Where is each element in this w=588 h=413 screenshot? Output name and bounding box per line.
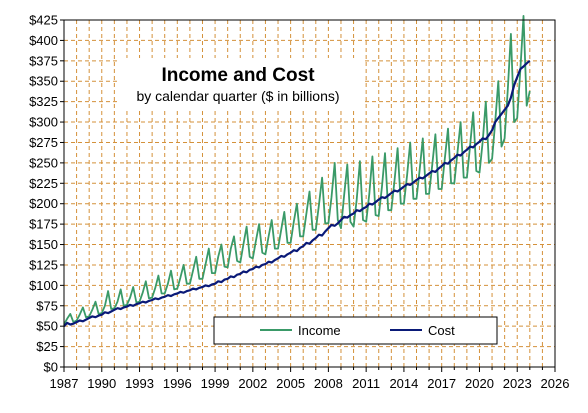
y-tick-label: $300 bbox=[29, 115, 58, 130]
y-tick-label: $75 bbox=[36, 298, 58, 313]
y-tick-label: $25 bbox=[36, 339, 58, 354]
x-tick-label: 2026 bbox=[541, 376, 570, 391]
series-line-income bbox=[63, 15, 531, 325]
legend: Income Cost bbox=[213, 316, 498, 345]
x-tick-label: 1987 bbox=[50, 376, 79, 391]
y-tick-label: $400 bbox=[29, 33, 58, 48]
title-box-background bbox=[118, 58, 362, 108]
y-tick-label: $425 bbox=[29, 13, 58, 28]
legend-label-income: Income bbox=[298, 323, 341, 338]
title-box: Income and Cost by calendar quarter ($ i… bbox=[118, 58, 362, 108]
y-tick-label: $250 bbox=[29, 155, 58, 170]
y-tick-label: $125 bbox=[29, 257, 58, 272]
y-axis-ticks: $0 $25 $50 $75 $100 $125 $150 $175 $200 $225 $250 $… bbox=[29, 13, 64, 375]
legend-label-cost: Cost bbox=[428, 323, 455, 338]
y-tick-label: $150 bbox=[29, 237, 58, 252]
x-tick-label: 2023 bbox=[503, 376, 532, 391]
x-tick-label: 1993 bbox=[125, 376, 154, 391]
x-tick-label: 1996 bbox=[163, 376, 192, 391]
x-tick-label: 2005 bbox=[276, 376, 305, 391]
y-tick-label: $0 bbox=[44, 360, 58, 375]
y-tick-label: $200 bbox=[29, 196, 58, 211]
series-line-cost bbox=[63, 59, 531, 327]
chart-subtitle: by calendar quarter ($ in billions) bbox=[136, 88, 339, 104]
y-tick-label: $275 bbox=[29, 135, 58, 150]
x-tick-label: 1999 bbox=[201, 376, 230, 391]
x-tick-label: 1990 bbox=[87, 376, 116, 391]
y-tick-label: $375 bbox=[29, 53, 58, 68]
x-tick-label: 2011 bbox=[352, 376, 380, 391]
x-tick-label: 2002 bbox=[238, 376, 267, 391]
chart-title: Income and Cost bbox=[161, 65, 315, 86]
y-tick-label: $175 bbox=[29, 217, 58, 232]
x-tick-label: 2020 bbox=[465, 376, 494, 391]
plot-border bbox=[63, 19, 556, 368]
y-tick-label: $325 bbox=[29, 94, 58, 109]
series-lines bbox=[63, 15, 531, 327]
x-axis-ticks: 1987 1990 1993 1996 1999 2002 2005 2008 2011 2014… bbox=[50, 367, 570, 391]
y-tick-label: $225 bbox=[29, 176, 58, 191]
y-tick-label: $350 bbox=[29, 74, 58, 89]
x-tick-label: 2014 bbox=[389, 376, 418, 391]
y-tick-label: $50 bbox=[36, 319, 58, 334]
x-tick-label: 2008 bbox=[314, 376, 343, 391]
y-tick-label: $100 bbox=[29, 278, 58, 293]
x-tick-label: 2017 bbox=[427, 376, 456, 391]
